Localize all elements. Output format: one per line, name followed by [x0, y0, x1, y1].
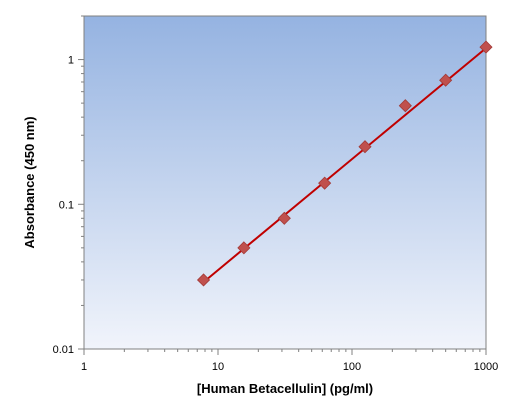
x-axis-title: [Human Betacellulin] (pg/ml): [197, 381, 373, 396]
fit-line-group: [202, 47, 487, 283]
y-tick-label: 0.01: [53, 344, 74, 356]
data-point: [237, 241, 251, 255]
x-tick-label: 100: [343, 361, 361, 373]
data-point: [318, 176, 332, 190]
data-point: [479, 40, 493, 54]
y-tick-label: 0.1: [59, 199, 74, 211]
x-tick-label: 10: [212, 361, 224, 373]
x-tick-label: 1000: [474, 361, 498, 373]
data-point: [196, 273, 211, 287]
data-point: [277, 211, 291, 225]
fit-line: [202, 47, 487, 283]
data-points: [196, 40, 493, 287]
data-point: [358, 140, 372, 154]
x-axis: 1 10 100 1000: [81, 349, 498, 373]
data-point: [439, 73, 453, 87]
x-tick-label: 1: [81, 361, 87, 373]
y-axis-title: Absorbance (450 nm): [22, 116, 37, 248]
y-tick-label: 1: [68, 55, 74, 67]
y-axis: 0.01 0.1 1: [53, 15, 84, 356]
data-point: [398, 99, 412, 113]
plot-area: [83, 15, 487, 350]
